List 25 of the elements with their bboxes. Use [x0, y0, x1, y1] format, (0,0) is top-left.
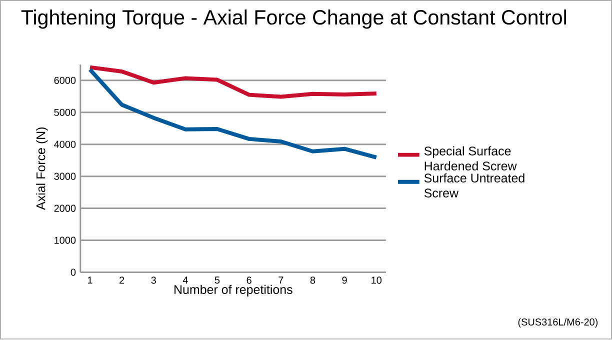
x-tick-label: 8 [310, 276, 316, 284]
y-tick-label: 0 [70, 268, 76, 276]
text: (SUS316L/M6-20) [518, 318, 598, 328]
legend-label: Surface Untreated Screw [424, 174, 524, 198]
x-tick-label: 5 [214, 276, 220, 284]
y-tick-label: 1000 [54, 236, 76, 244]
x-tick-label: 4 [182, 276, 188, 284]
y-tick-label: 2000 [54, 205, 76, 212]
y-axis-title: Axial Force (N) [36, 128, 48, 210]
x-tick-label: 7 [278, 276, 284, 284]
x-tick-label: 2 [120, 276, 124, 284]
legend-label: Special Surface Hardened Screw [424, 146, 517, 171]
line-series [88, 66, 378, 99]
x-tick-label: 1 [88, 276, 92, 284]
y-tick-label: 6000 [54, 77, 76, 84]
x-tick-label: 6 [246, 276, 252, 284]
x-axis-title: Number of repetitions [174, 285, 292, 297]
chart-title: Tightening Torque - Axial Force Change at Constant Control [21, 10, 566, 29]
line-series [88, 68, 378, 160]
x-tick-label: 10 [372, 276, 382, 284]
y-tick-label: 4000 [54, 141, 76, 148]
y-tick-label: 5000 [54, 109, 76, 116]
x-tick-label: 3 [151, 276, 156, 284]
x-tick-label: 9 [342, 276, 347, 284]
y-tick-label: 3000 [54, 173, 76, 180]
